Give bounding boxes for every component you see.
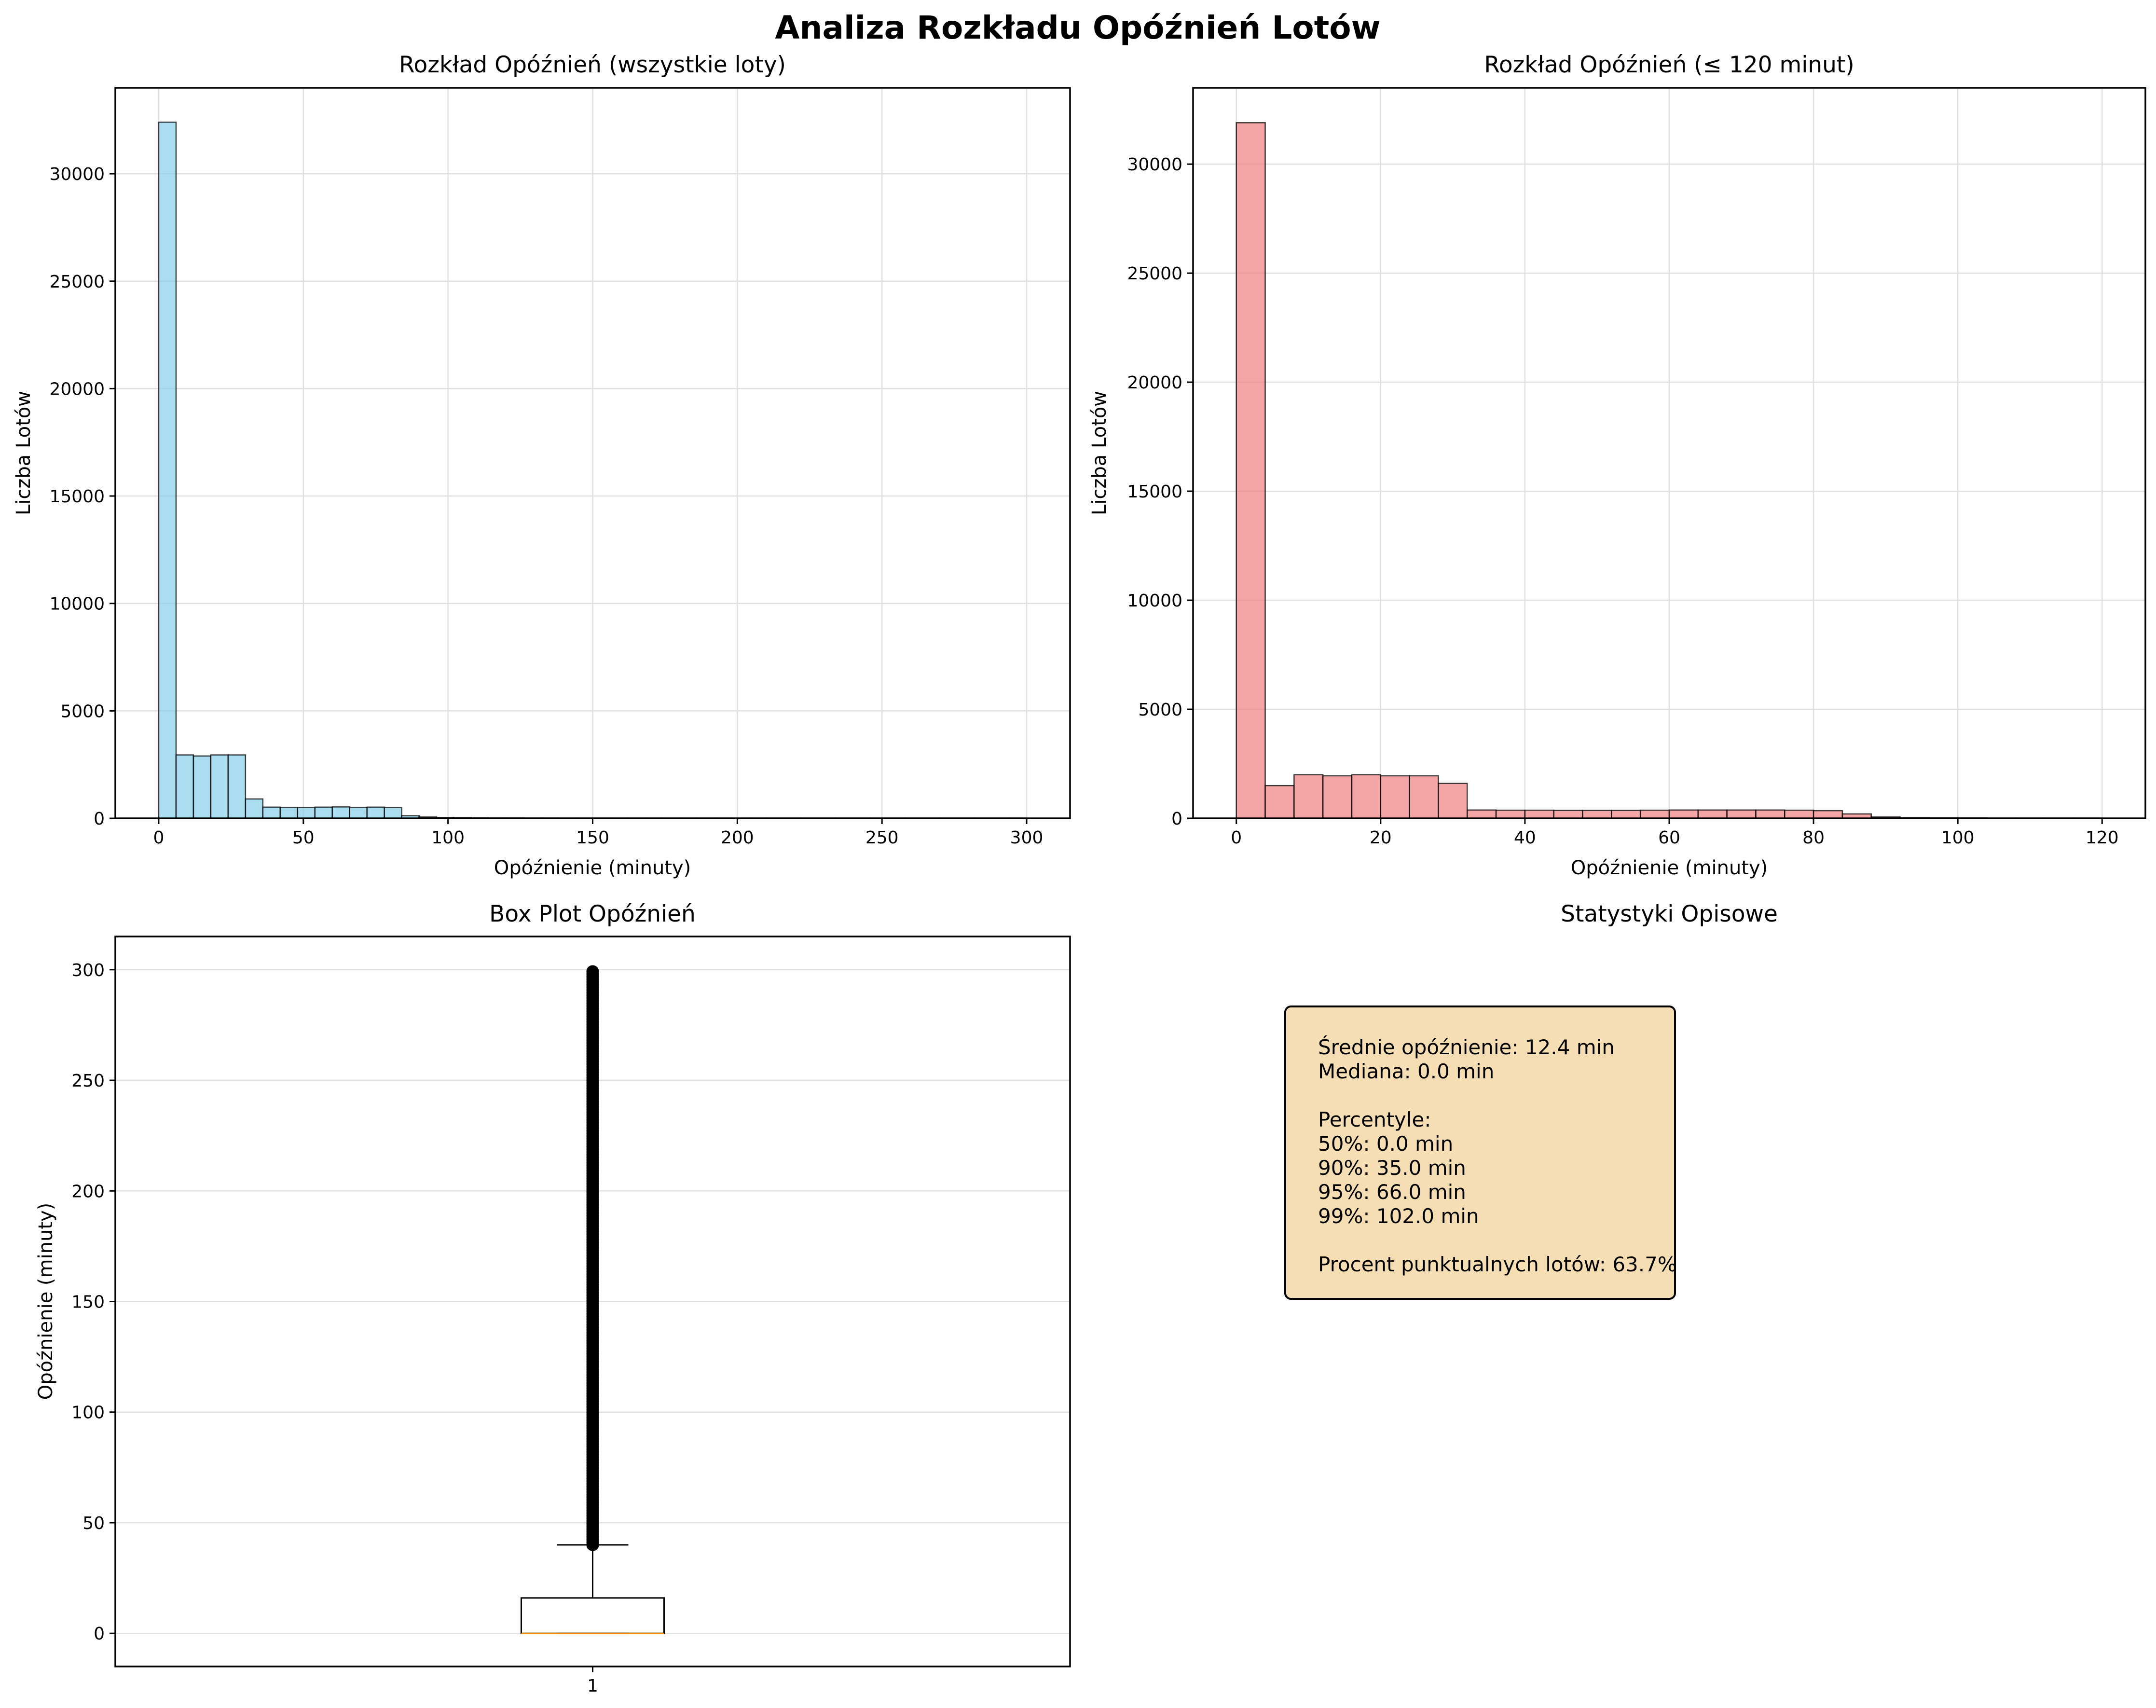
histogram-bar: [175, 754, 194, 819]
x-tick-label: 150: [576, 828, 609, 848]
histogram-bar: [1524, 810, 1554, 819]
stats-punctual: Procent punktualnych lotów: 63.7%: [1318, 1253, 1677, 1276]
histogram-bar: [1726, 809, 1757, 819]
x-tick-label: 120: [2086, 828, 2119, 848]
histogram-bar: [1380, 775, 1410, 819]
y-tick-label: 30000: [1127, 155, 1182, 175]
box-plot: Box Plot Opóźnień 0 50 100 150 200 250 300 1 O…: [35, 901, 1071, 1696]
histogram-le120-title: Rozkład Opóźnień (≤ 120 minut): [1484, 52, 1854, 78]
stats-p95: 95%: 66.0 min: [1318, 1180, 1466, 1204]
y-tick-label: 15000: [1127, 482, 1182, 502]
y-tick-label: 20000: [1127, 373, 1182, 393]
stats-title: Statystyki Opisowe: [1561, 901, 1778, 927]
histogram-bar: [1293, 774, 1324, 819]
y-tick-label: 25000: [49, 272, 105, 292]
x-tick-label: 0: [153, 828, 165, 848]
figure-suptitle: Analiza Rozkładu Opóźnień Lotów: [775, 9, 1380, 46]
histogram-le120: Rozkład Opóźnień (≤ 120 minut) 0 20 40 60 80…: [1088, 52, 2146, 879]
histogram-all-xlabel: Opóźnienie (minuty): [494, 857, 691, 879]
histogram-bar: [279, 807, 299, 819]
y-tick-label: 10000: [49, 594, 105, 614]
histogram-bar: [1351, 774, 1382, 819]
histogram-bar: [158, 121, 177, 819]
histogram-bar: [1438, 783, 1468, 819]
histogram-bar: [1697, 809, 1728, 819]
histogram-bar: [366, 806, 385, 819]
x-tick-label: 1: [587, 1676, 598, 1696]
stats-p50: 50%: 0.0 min: [1318, 1132, 1454, 1156]
y-tick-label: 5000: [60, 702, 105, 721]
histogram-all-title: Rozkład Opóźnień (wszystkie loty): [399, 52, 786, 78]
stats-mean: Średnie opóźnienie: 12.4 min: [1318, 1035, 1615, 1059]
histogram-bar: [1611, 810, 1641, 819]
y-tick-label: 5000: [1138, 700, 1182, 720]
histogram-all-ylabel: Liczba Lotów: [13, 391, 35, 515]
histogram-bar: [1553, 810, 1583, 819]
x-tick-label: 0: [1231, 828, 1242, 848]
y-tick-label: 0: [94, 809, 105, 829]
histogram-bar: [314, 806, 333, 819]
histogram-bar: [227, 754, 247, 819]
histogram-bar: [349, 807, 368, 819]
x-tick-label: 20: [1370, 828, 1392, 848]
histogram-bar: [1813, 810, 1843, 819]
y-tick-label: 0: [1171, 809, 1182, 829]
histogram-le120-xlabel: Opóźnienie (minuty): [1571, 857, 1768, 879]
y-tick-label: 0: [94, 1624, 105, 1644]
stats-median: Mediana: 0.0 min: [1318, 1060, 1495, 1083]
box-outlier: [586, 965, 599, 978]
histogram-bar: [1784, 810, 1814, 819]
stats-percentiles-header: Percentyle:: [1318, 1108, 1431, 1131]
box-iqr: [521, 1597, 665, 1634]
histogram-bar: [297, 807, 316, 819]
histogram-bar: [262, 806, 281, 819]
x-tick-label: 60: [1658, 828, 1680, 848]
histogram-bar: [1409, 775, 1439, 819]
y-tick-label: 100: [71, 1403, 105, 1423]
histogram-bar: [1467, 809, 1497, 819]
y-tick-label: 250: [71, 1071, 105, 1091]
x-tick-label: 50: [292, 828, 315, 848]
histogram-bar: [192, 755, 212, 819]
y-tick-label: 20000: [49, 379, 105, 399]
histogram-bar: [1322, 775, 1353, 819]
histogram-bar: [1582, 810, 1612, 819]
stats-spacer-2: [1318, 1228, 1674, 1253]
x-tick-label: 40: [1514, 828, 1536, 848]
y-tick-label: 150: [71, 1293, 105, 1312]
y-tick-label: 15000: [49, 487, 105, 507]
histogram-bar: [384, 807, 402, 819]
histogram-bar: [245, 798, 264, 819]
histogram-all-flights: Rozkład Opóźnień (wszystkie loty) 0 50 100…: [13, 52, 1071, 879]
y-tick-label: 30000: [49, 165, 105, 184]
histogram-le120-ylabel: Liczba Lotów: [1088, 391, 1111, 515]
x-tick-label: 80: [1802, 828, 1825, 848]
stats-textbox: Średnie opóźnienie: 12.4 min Mediana: 0.…: [1284, 1006, 1677, 1300]
stats-p90: 90%: 35.0 min: [1318, 1156, 1466, 1180]
histogram-bar: [1668, 809, 1699, 819]
stats-spacer: [1318, 1084, 1674, 1108]
box-plot-ylabel: Opóźnienie (minuty): [35, 1203, 57, 1400]
x-tick-label: 100: [1941, 828, 1975, 848]
y-tick-label: 200: [71, 1182, 105, 1201]
histogram-bar: [1639, 810, 1670, 819]
stats-p99: 99%: 102.0 min: [1318, 1204, 1479, 1228]
y-tick-label: 300: [71, 961, 105, 980]
x-tick-label: 250: [865, 828, 899, 848]
histogram-bar: [1755, 809, 1785, 819]
box-plot-title: Box Plot Opóźnień: [489, 901, 696, 927]
histogram-bar: [1264, 785, 1295, 819]
x-tick-label: 200: [721, 828, 754, 848]
histogram-bar: [210, 754, 229, 819]
y-tick-label: 10000: [1127, 591, 1182, 611]
histogram-bar: [331, 806, 351, 819]
x-tick-label: 100: [431, 828, 465, 848]
y-tick-label: 50: [82, 1514, 105, 1533]
y-tick-label: 25000: [1127, 264, 1182, 284]
histogram-bar: [1236, 122, 1266, 819]
histogram-bar: [1495, 810, 1526, 819]
x-tick-label: 300: [1010, 828, 1044, 848]
